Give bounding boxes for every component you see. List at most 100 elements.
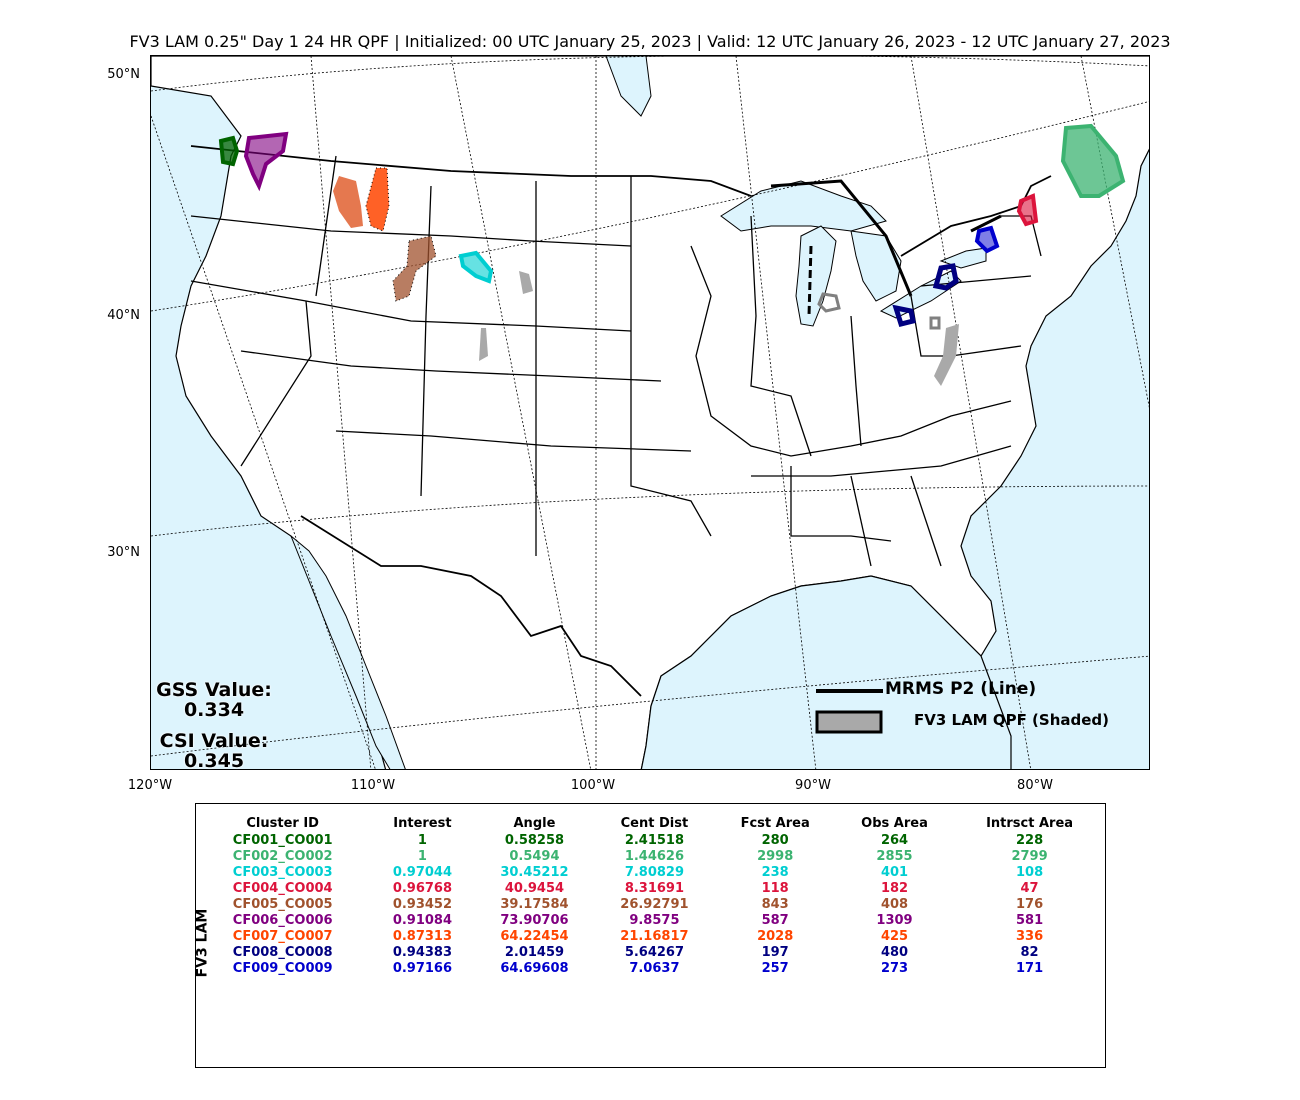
table-cell: CF007_CO007 xyxy=(232,928,333,944)
table-cell: 9.8575 xyxy=(629,912,680,928)
table-cell: 2.41518 xyxy=(624,832,685,848)
table-cell: 30.45212 xyxy=(500,864,569,880)
csi-value: 0.345 xyxy=(183,750,245,772)
land-mass xyxy=(151,56,1149,769)
cluster-cf005 xyxy=(392,235,437,302)
conus-map xyxy=(151,56,1149,769)
cluster-cf009 xyxy=(974,225,1000,254)
table-cell: 257 xyxy=(761,960,789,976)
table-cell: 2998 xyxy=(757,848,794,864)
table-cell: 40.9454 xyxy=(504,880,565,896)
cluster-cf002 xyxy=(1060,123,1126,198)
table-cell: 47 xyxy=(1020,880,1039,896)
table-cell: 1 xyxy=(417,832,427,848)
map-title: FV3 LAM 0.25" Day 1 24 HR QPF | Initiali… xyxy=(129,32,1171,51)
table-cell: 1 xyxy=(417,848,427,864)
table-cell: 1309 xyxy=(876,912,913,928)
table-cell: CF002_CO002 xyxy=(232,848,333,864)
table-cell: 581 xyxy=(1015,912,1044,928)
legend-shaded-swatch xyxy=(815,710,883,734)
legend-line-label: MRMS P2 (Line) xyxy=(885,679,1037,699)
table-cell: 64.22454 xyxy=(500,928,569,944)
table-cell: 0.96768 xyxy=(392,880,453,896)
table-cell: 118 xyxy=(761,880,789,896)
table-cell: 73.90706 xyxy=(500,912,569,928)
header-interest: Interest xyxy=(393,816,452,831)
cluster-cf006 xyxy=(243,131,289,192)
cluster-cf008 xyxy=(892,263,959,327)
cluster-cf004 xyxy=(1016,193,1039,227)
cluster-cf007 xyxy=(333,167,390,232)
table-row: CF005_CO005 0.93452 39.17584 26.92791 843 408… xyxy=(195,896,1106,912)
table-cell: 26.92791 xyxy=(620,896,689,912)
political-borders xyxy=(190,145,1052,697)
mrms-lines xyxy=(770,179,1002,317)
csi-label: CSI Value: xyxy=(159,730,269,752)
table-cell: 0.87313 xyxy=(392,928,453,944)
table-cell: CF003_CO003 xyxy=(232,864,333,880)
gulf-of-mexico xyxy=(640,575,1012,769)
table-cell: 401 xyxy=(880,864,909,880)
lon-label-120w: 120°W xyxy=(127,778,173,793)
table-cell: 182 xyxy=(880,880,909,896)
table-cell: 2855 xyxy=(876,848,913,864)
header-intrsct-area: Intrsct Area xyxy=(986,816,1074,831)
table-cell: 0.5494 xyxy=(509,848,560,864)
table-cell: 0.97044 xyxy=(392,864,453,880)
table-cell: 238 xyxy=(761,864,789,880)
table-row: CF003_CO003 0.97044 30.45212 7.80829 238 401 1… xyxy=(195,864,1106,880)
stats-table-frame xyxy=(195,803,1106,1068)
table-cell: 2028 xyxy=(757,928,794,944)
unmatched-clusters xyxy=(479,271,959,386)
cluster-cf001 xyxy=(218,135,240,167)
table-cell: 408 xyxy=(880,896,909,912)
lake-ontario xyxy=(939,247,987,269)
table-cell: 273 xyxy=(880,960,909,976)
header-angle: Angle xyxy=(513,816,556,831)
table-row: CF008_CO008 0.94383 2.01459 5.64267 197 480 82 xyxy=(195,944,1106,960)
table-cell: 228 xyxy=(1015,832,1044,848)
legend-shaded-label: FV3 LAM QPF (Shaded) xyxy=(914,711,1110,729)
lat-label-40: 40°N xyxy=(107,308,140,323)
table-cell: CF008_CO008 xyxy=(232,944,333,960)
header-cent-dist: Cent Dist xyxy=(620,816,689,831)
table-cell: 587 xyxy=(761,912,789,928)
header-cluster-id: Cluster ID xyxy=(246,816,319,831)
table-cell: 8.31691 xyxy=(624,880,685,896)
lon-label-100w: 100°W xyxy=(570,778,616,793)
lon-label-80w: 80°W xyxy=(1017,778,1053,793)
state-borders xyxy=(190,155,1042,567)
table-cell: 280 xyxy=(761,832,789,848)
table-cell: CF009_CO009 xyxy=(232,960,333,976)
table-row: CF009_CO009 0.97166 64.69608 7.0637 257 273 17… xyxy=(195,960,1106,976)
table-cell: 0.91084 xyxy=(392,912,453,928)
lon-label-90w: 90°W xyxy=(795,778,831,793)
table-cell: CF006_CO006 xyxy=(232,912,333,928)
table-body: CF001_CO001 1 0.58258 2.41518 280 264 228 CF002… xyxy=(195,832,1106,976)
table-cell: 425 xyxy=(880,928,909,944)
table-cell: 2.01459 xyxy=(504,944,565,960)
table-cell: 2799 xyxy=(1011,848,1048,864)
table-cell: 5.64267 xyxy=(624,944,685,960)
table-cell: 21.16817 xyxy=(620,928,689,944)
table-cell: 0.97166 xyxy=(392,960,453,976)
table-row: CF007_CO007 0.87313 64.22454 21.16817 2028 42… xyxy=(195,928,1106,944)
cluster-stats-table: Cluster ID Interest Angle Cent Dist Fcst… xyxy=(195,815,1106,976)
table-cell: 82 xyxy=(1020,944,1039,960)
table-header-row: Cluster ID Interest Angle Cent Dist Fcst… xyxy=(195,815,1106,832)
graticule xyxy=(151,56,1149,769)
gss-value: 0.334 xyxy=(183,699,245,721)
table-cell: CF004_CO004 xyxy=(232,880,333,896)
table-cell: 1.44626 xyxy=(624,848,685,864)
table-cell: 39.17584 xyxy=(500,896,569,912)
table-cell: 171 xyxy=(1015,960,1044,976)
lat-label-50: 50°N xyxy=(107,67,140,82)
table-cell: 0.58258 xyxy=(504,832,565,848)
table-cell: CF005_CO005 xyxy=(232,896,333,912)
header-obs-area: Obs Area xyxy=(861,816,928,831)
lake-michigan xyxy=(795,225,837,327)
header-fcst-area: Fcst Area xyxy=(740,816,810,831)
table-cell: 336 xyxy=(1015,928,1044,944)
gss-label: GSS Value: xyxy=(156,679,272,701)
table-cell: 264 xyxy=(880,832,909,848)
